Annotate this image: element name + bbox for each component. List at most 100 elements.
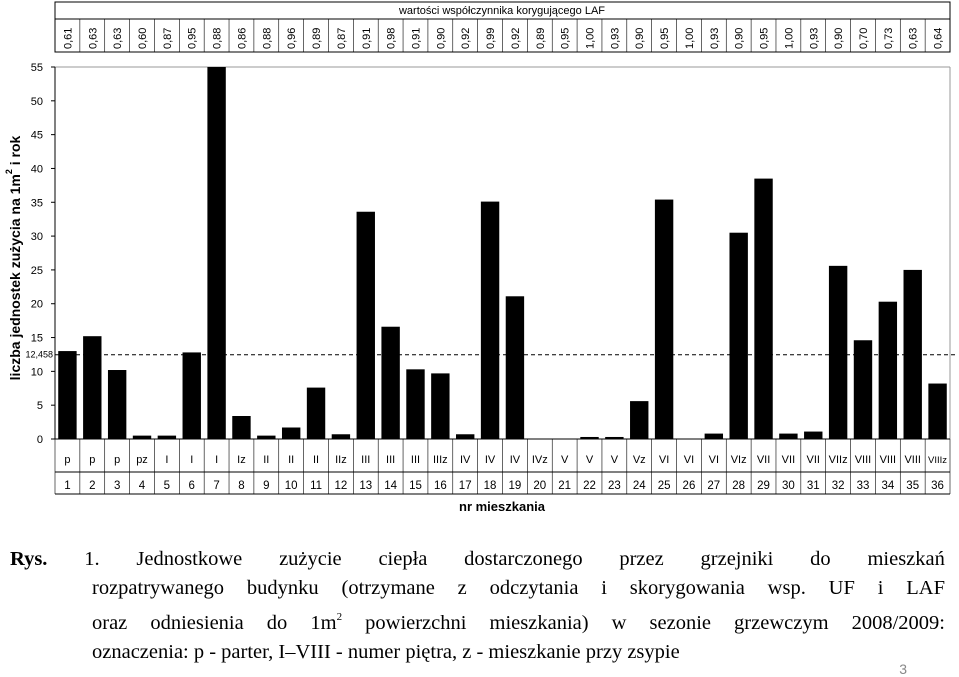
laf-value: 0,86: [236, 28, 248, 49]
x-tick-label: 35: [906, 480, 919, 492]
caption-line-3: oraz odniesienia do 1m2 powierzchni mies…: [10, 603, 945, 638]
bar: [232, 416, 251, 439]
laf-value: 0,96: [286, 28, 298, 49]
caption-word: grzejniki: [700, 548, 774, 570]
bar: [207, 67, 226, 439]
caption-number: 1.: [84, 548, 100, 570]
bar: [58, 351, 77, 439]
laf-value: 0,92: [510, 28, 522, 49]
bar: [356, 211, 375, 439]
y-axis-label-tail: i rok: [7, 135, 23, 169]
laf-value: 0,95: [560, 28, 572, 49]
x-tick-label: 1: [64, 480, 70, 492]
bar: [182, 352, 201, 439]
x-tick-label: 8: [238, 480, 244, 492]
laf-value: 0,88: [261, 28, 273, 49]
x-tick-label: 14: [384, 480, 397, 492]
x-tick-label: 22: [583, 480, 596, 492]
x-tick-label: 21: [558, 480, 571, 492]
laf-value: 0,95: [759, 28, 771, 49]
bars: [58, 67, 947, 439]
laf-value: 0,93: [709, 28, 721, 49]
laf-value: 0,87: [336, 28, 348, 49]
x-floor-label: IV: [460, 454, 471, 466]
laf-value: 1,00: [684, 28, 696, 49]
bar: [729, 232, 748, 439]
y-axis-label-main: liczba jednostek zużycia na 1m: [7, 174, 23, 380]
bar: [306, 387, 326, 439]
laf-value: 1,00: [783, 28, 795, 49]
x-tick-label: 15: [409, 480, 422, 492]
y-tick-label: 10: [31, 366, 43, 378]
caption-line-3a: oraz odniesienia do 1m: [92, 612, 337, 634]
bar: [157, 435, 177, 439]
x-tick-label: 5: [164, 480, 170, 492]
bar-chart: wartości współczynnika korygującego LAF …: [4, 1, 958, 514]
x-tick-label: 11: [310, 480, 322, 492]
x-tick-label: 30: [782, 480, 795, 492]
caption-word: dostarczonego: [464, 548, 583, 570]
x-tick-label: 25: [658, 480, 671, 492]
x-tick-label: 20: [533, 480, 546, 492]
x-floor-label: III: [411, 454, 420, 466]
laf-value: 0,90: [734, 28, 746, 49]
x-floor-label: IV: [485, 454, 496, 466]
x-floor-label: pz: [136, 454, 148, 466]
x-floor-label: V: [561, 454, 569, 466]
bar: [654, 199, 674, 439]
y-tick-label: 15: [31, 333, 43, 345]
bar: [779, 433, 798, 439]
laf-value: 0,98: [386, 28, 398, 49]
x-floor-label: VIz: [731, 454, 747, 466]
bar: [132, 435, 152, 439]
bar: [754, 178, 773, 439]
bar: [107, 370, 127, 439]
laf-value: 0,93: [609, 28, 621, 49]
bar: [83, 336, 102, 439]
x-floor-label: I: [215, 454, 218, 466]
x-tick-label: 13: [359, 480, 372, 492]
laf-value: 0,90: [435, 28, 447, 49]
bar: [928, 383, 947, 439]
x-floor-label: VIIz: [829, 454, 848, 466]
y-tick-label: 20: [31, 299, 43, 311]
caption-line-3-sup: 2: [336, 611, 343, 623]
laf-value: 0,89: [535, 28, 547, 49]
page-number: 3: [899, 661, 907, 677]
caption-word: zużycie: [279, 548, 342, 570]
x-floor-label: VIIIz: [928, 455, 947, 466]
caption-word: ciepła: [378, 548, 428, 570]
bar: [804, 431, 823, 439]
x-tick-label: 19: [509, 480, 522, 492]
x-floor-label: VI: [659, 454, 669, 466]
x-floor-label: IIz: [335, 454, 347, 466]
x-axis-label: nr mieszkania: [459, 499, 546, 514]
y-tick-label: 0: [37, 434, 43, 446]
bar: [630, 401, 649, 439]
caption-line-3b: powierzchni mieszkania) w sezonie grzewc…: [342, 612, 945, 634]
x-tick-label: 27: [707, 480, 720, 492]
x-tick-label: 12: [335, 480, 348, 492]
x-floor-label: I: [165, 454, 168, 466]
y-tick-label: 50: [31, 96, 43, 108]
laf-value: 0,63: [87, 28, 99, 49]
x-floor-label: II: [263, 454, 269, 466]
y-tick-label: 30: [31, 231, 43, 243]
laf-value: 0,89: [311, 28, 323, 49]
reference-line-group: 12,458: [25, 350, 958, 360]
x-tick-label: 10: [285, 480, 298, 492]
caption-line-1: Rys. 1. Jednostkowe zużycie ciepła dosta…: [10, 545, 945, 574]
bar: [406, 369, 425, 439]
x-tick-label: 31: [807, 480, 820, 492]
x-floor-label: V: [586, 454, 594, 466]
bar: [605, 436, 624, 439]
x-floor-label: Iz: [237, 454, 246, 466]
laf-value: 0,70: [858, 28, 870, 49]
laf-value: 0,87: [162, 28, 174, 49]
y-axis-label: liczba jednostek zużycia na 1m2 i rok: [4, 135, 23, 380]
x-floor-label: p: [89, 454, 95, 466]
caption-label: Rys.: [10, 548, 48, 570]
x-floor-label: III: [361, 454, 370, 466]
x-floor-label: VIII: [880, 454, 897, 466]
y-tick-label: 5: [37, 400, 43, 412]
